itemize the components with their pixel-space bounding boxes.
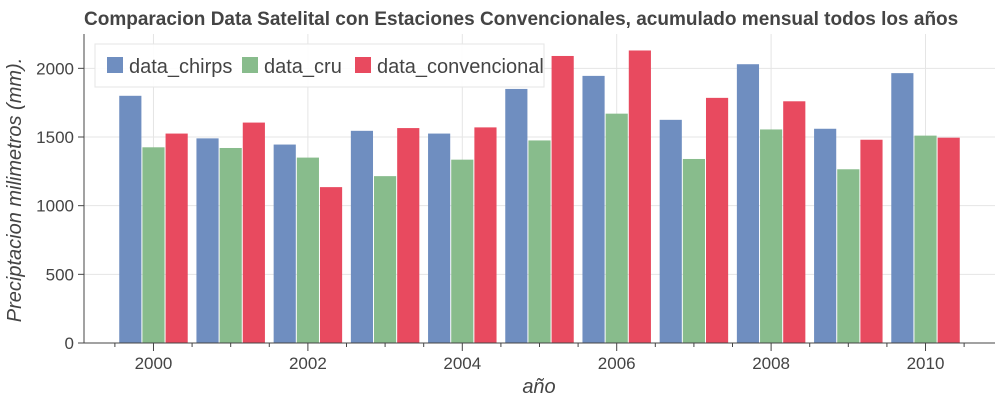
bar-data-cru-2006 <box>605 113 628 343</box>
bar-data-convencional-2004 <box>474 127 497 344</box>
bar-data-chirps-2010 <box>891 73 914 343</box>
x-tick-label: 2004 <box>443 354 481 373</box>
bar-data-convencional-2007 <box>705 97 729 343</box>
y-tick-label: 1500 <box>36 128 74 147</box>
bar-data-chirps-2005 <box>505 88 528 343</box>
bar-data-cru-2007 <box>682 158 705 343</box>
legend-label-data-convencional: data_convencional <box>377 56 544 78</box>
y-tick-label: 500 <box>46 265 74 284</box>
x-tick-label: 2000 <box>135 354 173 373</box>
bar-data-chirps-2006 <box>582 75 605 344</box>
bar-data-convencional-2008 <box>783 101 806 343</box>
bar-data-cru-2001 <box>219 147 242 343</box>
bar-data-convencional-2006 <box>628 50 651 343</box>
legend-box <box>94 43 545 88</box>
bar-data-cru-2004 <box>451 159 474 343</box>
bar-data-chirps-2000 <box>119 95 142 343</box>
bar-data-cru-2000 <box>142 147 165 343</box>
bar-data-cru-2005 <box>528 140 551 343</box>
bar-data-cru-2009 <box>837 169 860 343</box>
legend-label-data-cru: data_cru <box>264 56 342 78</box>
y-tick-label: 2000 <box>36 59 74 78</box>
legend-swatch-data-chirps <box>107 57 123 73</box>
bar-data-chirps-2008 <box>736 64 760 344</box>
chart-title: Comparacion Data Satelital con Estacione… <box>84 9 958 30</box>
x-tick-label: 2002 <box>289 354 327 373</box>
bars <box>119 50 960 344</box>
bar-data-chirps-2007 <box>659 119 682 343</box>
bar-data-convencional-2003 <box>397 128 420 343</box>
bar-data-cru-2008 <box>760 129 783 343</box>
x-tick-label: 2010 <box>907 354 945 373</box>
bar-data-chirps-2002 <box>273 144 296 343</box>
bar-data-convencional-2002 <box>319 187 343 343</box>
x-axis-label: año <box>522 376 555 398</box>
bar-data-cru-2010 <box>914 135 937 343</box>
y-tick-label: 1000 <box>36 197 74 216</box>
bar-data-chirps-2003 <box>350 130 374 343</box>
bar-data-convencional-2005 <box>551 55 574 344</box>
bar-data-chirps-2004 <box>428 133 451 343</box>
bar-data-chirps-2009 <box>814 128 837 343</box>
legend-swatch-data-cru <box>242 57 258 73</box>
bar-data-chirps-2001 <box>196 138 219 343</box>
axes: 0 500 1000 1500 2000 2000 2002 2004 2006 2008 2010 <box>36 34 995 373</box>
legend-swatch-data-convencional <box>355 57 371 73</box>
bar-data-convencional-2000 <box>165 133 188 343</box>
legend: data_chirps data_cru data_convencional <box>94 43 545 88</box>
bar-data-convencional-2009 <box>860 139 883 343</box>
x-tick-label: 2008 <box>752 354 790 373</box>
legend-label-data-chirps: data_chirps <box>129 56 232 78</box>
bar-data-cru-2002 <box>296 157 319 343</box>
y-axis-label: Preciptacion milimetros (mm). <box>4 58 26 322</box>
bar-data-cru-2003 <box>374 176 397 343</box>
x-tick-label: 2006 <box>598 354 636 373</box>
bar-data-convencional-2001 <box>242 122 265 343</box>
y-tick-label: 0 <box>65 334 74 353</box>
bar-data-convencional-2010 <box>937 137 960 343</box>
